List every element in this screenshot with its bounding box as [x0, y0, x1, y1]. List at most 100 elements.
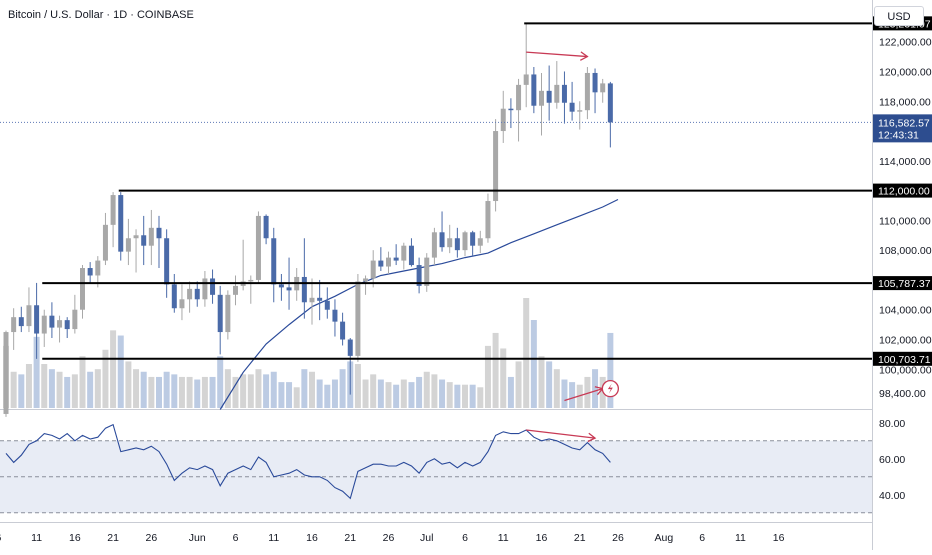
level-price-tag: [873, 183, 932, 198]
volume-bar: [561, 379, 568, 408]
volume-bar: [316, 379, 323, 408]
volume-bar: [64, 376, 71, 408]
volume-bar: [324, 384, 331, 408]
volume-bar: [469, 384, 476, 408]
time-tick-label: 16: [773, 532, 785, 544]
volume-bar: [423, 371, 430, 408]
volume-bar: [178, 376, 185, 408]
candle-body: [462, 232, 468, 251]
candle-body: [3, 332, 9, 414]
volume-bar: [270, 371, 277, 408]
candle-body: [424, 257, 430, 286]
candle-body: [49, 315, 55, 328]
candle-body: [255, 215, 261, 280]
volume-layer: [3, 298, 614, 408]
volume-bar: [33, 336, 40, 408]
volume-bar: [110, 330, 117, 408]
volume-bar: [431, 374, 438, 408]
time-tick-label: 6: [462, 532, 468, 544]
candle-body: [546, 90, 552, 103]
candle-body: [347, 339, 353, 356]
volume-bar: [309, 371, 315, 408]
time-tick-label: Jul: [420, 532, 433, 544]
candle-body: [11, 317, 17, 333]
candle-body: [516, 84, 522, 111]
candle-body: [271, 238, 277, 285]
volume-bar: [484, 345, 491, 408]
candle-body: [164, 238, 170, 285]
time-tick-label: 16: [306, 532, 318, 544]
volume-bar: [446, 382, 453, 408]
candle-body: [554, 84, 560, 103]
candle-body: [592, 72, 598, 93]
volume-bar: [370, 374, 377, 408]
candle-body: [386, 257, 391, 267]
candle-body: [523, 74, 529, 85]
price-tick-label: 114,000.00: [879, 156, 931, 168]
time-tick-label: 21: [344, 532, 356, 544]
candle-body: [416, 265, 422, 286]
volume-bar: [18, 374, 25, 408]
price-divergence-arrow-head: [579, 51, 589, 61]
candle-body: [324, 300, 330, 310]
time-tick-label: 11: [735, 532, 746, 544]
lightning-icon: [607, 383, 613, 394]
price-tick-label: 102,000.00: [879, 335, 932, 347]
candle-body: [263, 215, 269, 239]
level-price-label: 100,703.71: [878, 354, 931, 366]
rsi-divergence-arrow: [526, 429, 596, 439]
volume-bar: [140, 371, 147, 408]
volume-bar: [393, 384, 400, 408]
volume-bar: [454, 384, 461, 408]
volume-bar: [569, 382, 576, 408]
volume-bar: [500, 348, 507, 408]
volume-bar: [247, 374, 254, 408]
rsi-tick-label: 40.00: [879, 490, 905, 502]
time-tick-label: 26: [612, 532, 624, 544]
volume-bar: [408, 382, 415, 408]
price-tick-label: 108,000.00: [879, 245, 932, 257]
time-tick-label: Jun: [189, 532, 206, 544]
candle-body: [217, 294, 223, 333]
volume-bar: [286, 382, 293, 408]
rsi-tick-label: 80.00: [879, 418, 905, 430]
price-tick-label: 120,000.00: [879, 66, 932, 78]
candle-body: [95, 260, 101, 276]
candle-body: [202, 278, 208, 300]
candle-body: [194, 288, 200, 300]
volume-bar: [354, 364, 361, 408]
candle-body: [508, 108, 514, 111]
candle-body: [363, 278, 369, 282]
level-price-label: 112,000.00: [878, 186, 930, 198]
time-tick-label: 26: [146, 532, 158, 544]
volume-bar: [492, 332, 499, 408]
time-tick-label: 6: [0, 532, 1, 544]
volume-bar: [416, 376, 423, 408]
candle-body: [110, 195, 116, 225]
price-tick-label: 100,000.00: [879, 364, 932, 376]
candle-body: [439, 232, 445, 248]
time-tick-label: 26: [383, 532, 395, 544]
volume-bar: [48, 369, 55, 408]
level-price-label: 105,787.37: [878, 278, 931, 290]
volume-bar: [592, 369, 599, 408]
volume-bar: [240, 374, 247, 408]
volume-bar: [584, 376, 591, 408]
candle-body: [454, 238, 460, 251]
volume-bar: [25, 364, 32, 408]
candle-body: [187, 288, 193, 300]
candle-body: [102, 224, 108, 261]
volume-bar: [125, 361, 132, 408]
currency-button[interactable]: USD: [874, 6, 924, 26]
countdown-label: 12:43:31: [878, 129, 919, 141]
volume-bar: [133, 369, 140, 408]
time-tick-label: 16: [536, 532, 548, 544]
volume-bar: [523, 298, 530, 408]
candle-layer: [3, 23, 613, 417]
candle-body: [41, 315, 47, 334]
candle-body: [309, 297, 315, 303]
volume-bar: [209, 376, 216, 408]
volume-bar: [515, 361, 522, 408]
